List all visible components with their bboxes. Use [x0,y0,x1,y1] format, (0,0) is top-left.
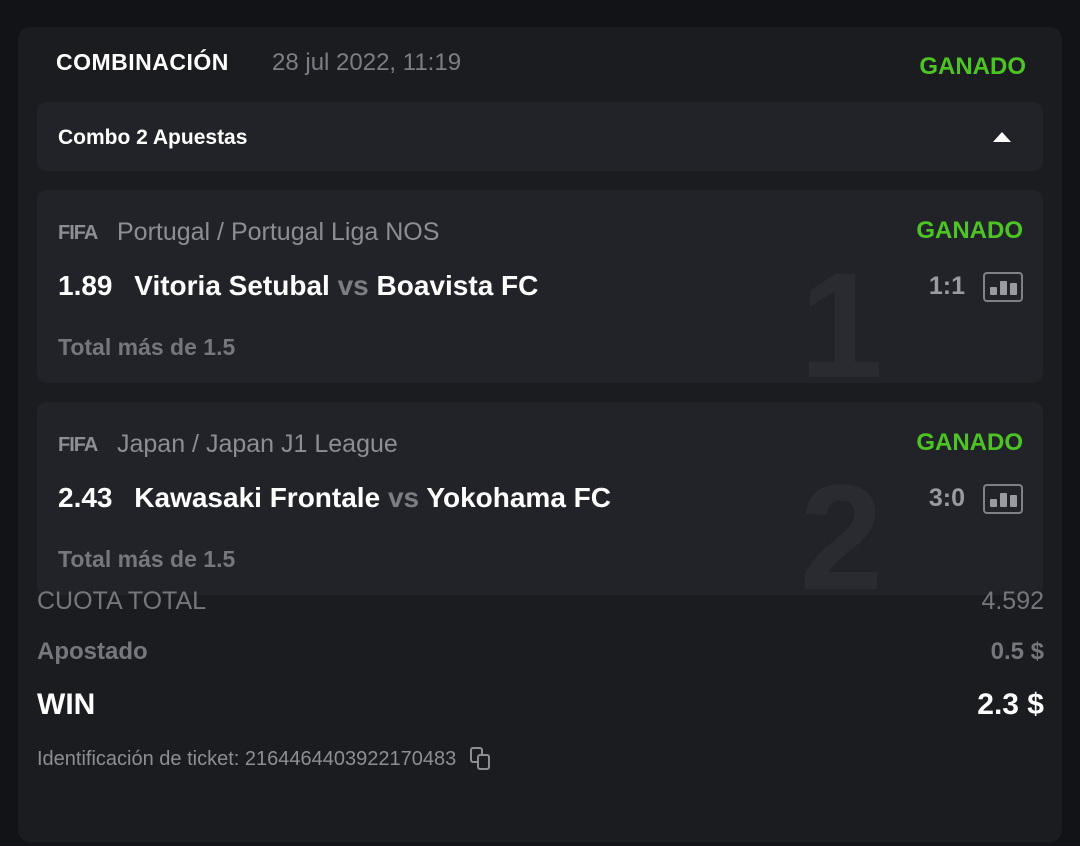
stake-value: 0.5 $ [990,638,1044,665]
copy-icon[interactable] [470,747,492,771]
bet-item: 1 FIFA Portugal / Portugal Liga NOS GANA… [37,190,1043,383]
odd: 1.89 [58,270,113,301]
status-badge: GANADO [919,53,1026,80]
market: Total más de 1.5 [58,334,236,360]
total-odds-value: 4.592 [981,587,1044,615]
ticket-id: Identificación de ticket: 21644644039221… [37,747,492,771]
stake-label: Apostado [37,638,148,665]
match-line: 2.43 Kawasaki Frontale vs Yokohama FC [58,482,611,514]
score: 3:0 [928,484,965,512]
bet-type: COMBINACIÓN [56,49,229,75]
ticket-label: Identificación de ticket: 21644644039221… [37,747,457,770]
stats-icon[interactable] [983,484,1023,514]
league: Japan / Japan J1 League [117,430,398,458]
stake-row: Apostado 0.5 $ [37,638,1044,666]
vs-label: vs [387,482,420,513]
market: Total más de 1.5 [58,546,236,572]
status-badge: GANADO [916,217,1023,244]
total-odds-label: CUOTA TOTAL [37,587,207,615]
total-odds-row: CUOTA TOTAL 4.592 [37,587,1044,616]
caret-up-icon[interactable] [993,132,1011,142]
fifa-logo-icon: FIFA [58,434,98,456]
status-badge: GANADO [916,429,1023,456]
win-value: 2.3 $ [977,688,1044,721]
bet-index: 1 [799,241,883,383]
combo-toggle[interactable]: Combo 2 Apuestas [37,102,1043,171]
away-team: Boavista FC [376,270,539,301]
win-row: WIN 2.3 $ [37,688,1044,722]
score: 1:1 [928,272,965,300]
match-line: 1.89 Vitoria Setubal vs Boavista FC [58,270,538,302]
bet-card: COMBINACIÓN 28 jul 2022, 11:19 GANADO Co… [18,27,1062,842]
combo-label: Combo 2 Apuestas [58,126,248,149]
odd: 2.43 [58,482,113,513]
fifa-logo-icon: FIFA [58,222,98,244]
stats-icon[interactable] [983,272,1023,302]
bet-date: 28 jul 2022, 11:19 [272,49,462,76]
away-team: Yokohama FC [426,482,611,513]
bet-index: 2 [799,453,883,595]
win-label: WIN [37,688,96,721]
home-team: Kawasaki Frontale [134,482,381,513]
bet-item: 2 FIFA Japan / Japan J1 League GANADO 2.… [37,402,1043,595]
vs-label: vs [337,270,369,301]
league: Portugal / Portugal Liga NOS [117,218,440,246]
home-team: Vitoria Setubal [134,270,330,301]
